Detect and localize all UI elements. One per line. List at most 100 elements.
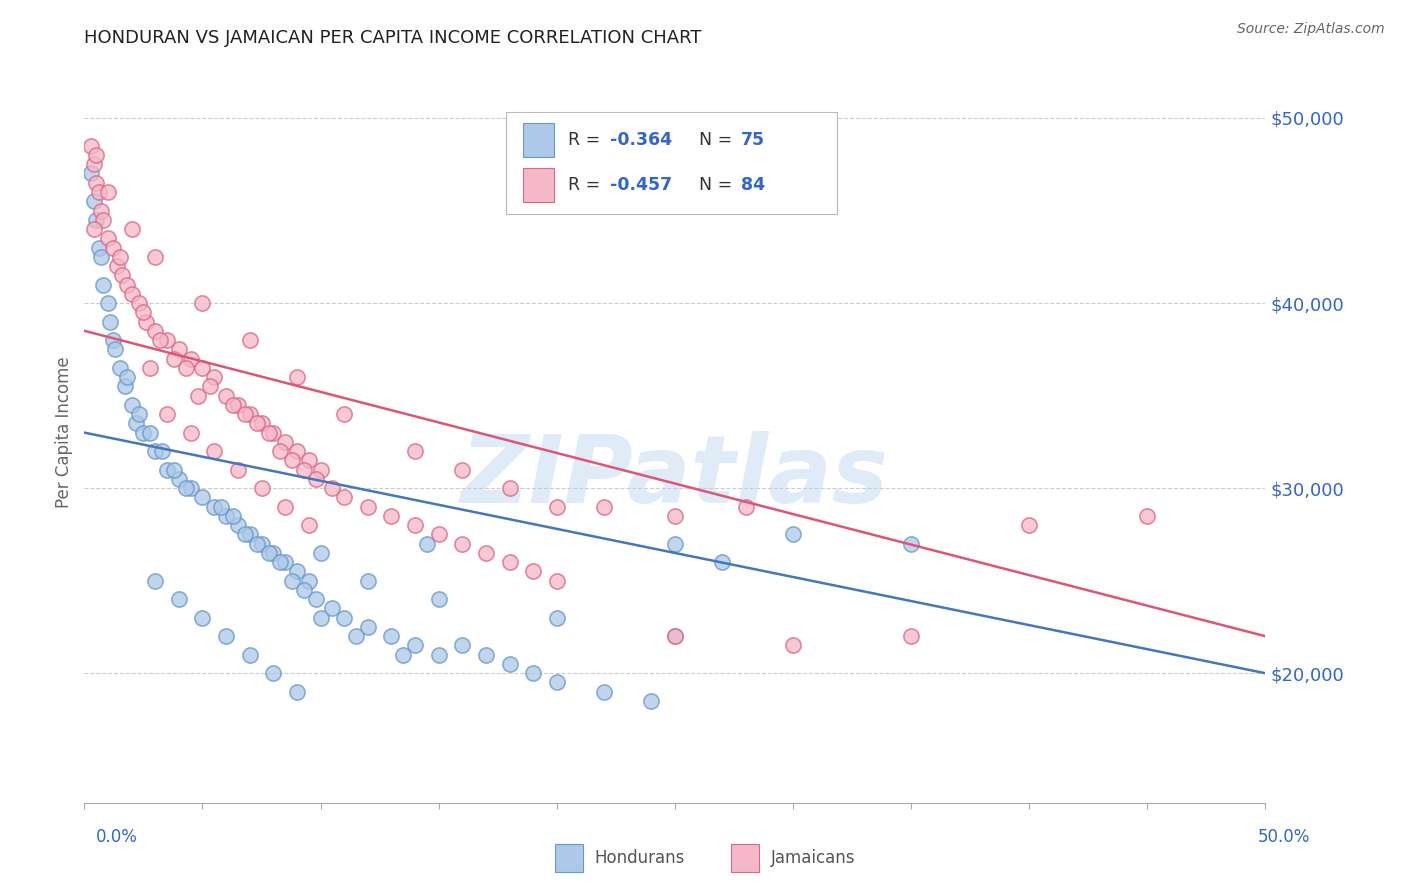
Point	[782, 527, 804, 541]
Point	[451, 639, 474, 653]
Point	[250, 481, 273, 495]
Point	[202, 500, 225, 514]
Point	[180, 351, 202, 366]
Point	[380, 629, 402, 643]
Point	[97, 185, 120, 199]
Point	[107, 259, 129, 273]
Point	[239, 648, 262, 662]
Text: -0.457: -0.457	[610, 176, 672, 194]
Point	[198, 379, 221, 393]
Point	[132, 425, 155, 440]
Point	[209, 500, 232, 514]
Point	[274, 555, 297, 569]
Point	[121, 286, 143, 301]
Point	[900, 536, 922, 550]
Point	[309, 462, 332, 476]
Point	[149, 333, 172, 347]
Point	[101, 240, 124, 255]
Point	[187, 388, 209, 402]
Point	[357, 620, 380, 634]
Point	[1018, 518, 1040, 533]
Point	[522, 565, 544, 579]
Point	[285, 685, 308, 699]
Point	[135, 314, 157, 328]
Point	[262, 425, 284, 440]
Point	[226, 462, 249, 476]
Point	[156, 462, 179, 476]
Point	[298, 453, 321, 467]
Point	[281, 574, 304, 588]
Point	[357, 574, 380, 588]
Text: 0.0%: 0.0%	[96, 828, 138, 846]
Text: Jamaicans: Jamaicans	[770, 849, 855, 867]
Point	[174, 481, 197, 495]
Point	[664, 629, 686, 643]
Point	[202, 444, 225, 458]
Text: N =: N =	[688, 131, 737, 149]
Text: R =: R =	[568, 131, 606, 149]
Point	[1136, 508, 1159, 523]
Text: Source: ZipAtlas.com: Source: ZipAtlas.com	[1237, 22, 1385, 37]
Point	[640, 694, 662, 708]
Point	[222, 508, 245, 523]
Y-axis label: Per Capita Income: Per Capita Income	[55, 357, 73, 508]
Point	[546, 675, 568, 690]
Text: 50.0%: 50.0%	[1258, 828, 1310, 846]
Point	[128, 296, 150, 310]
Point	[546, 610, 568, 624]
Point	[132, 305, 155, 319]
Point	[427, 648, 450, 662]
Point	[239, 527, 262, 541]
Point	[321, 601, 343, 615]
Point	[404, 444, 426, 458]
Point	[87, 185, 110, 199]
Point	[202, 370, 225, 384]
Text: HONDURAN VS JAMAICAN PER CAPITA INCOME CORRELATION CHART: HONDURAN VS JAMAICAN PER CAPITA INCOME C…	[84, 29, 702, 47]
Point	[392, 648, 415, 662]
Point	[84, 148, 107, 162]
Point	[84, 212, 107, 227]
Point	[87, 240, 110, 255]
Point	[180, 481, 202, 495]
Point	[250, 417, 273, 431]
Point	[108, 360, 131, 375]
Text: N =: N =	[688, 176, 737, 194]
Point	[285, 444, 308, 458]
Point	[416, 536, 439, 550]
Point	[91, 277, 114, 292]
Point	[191, 360, 214, 375]
Point	[298, 518, 321, 533]
Point	[309, 546, 332, 560]
Text: 84: 84	[741, 176, 765, 194]
Point	[115, 277, 138, 292]
Point	[344, 629, 367, 643]
Point	[427, 527, 450, 541]
Point	[215, 388, 238, 402]
Point	[90, 203, 112, 218]
Point	[128, 407, 150, 421]
Point	[83, 222, 105, 236]
Point	[191, 296, 214, 310]
Point	[163, 351, 186, 366]
Point	[498, 481, 520, 495]
Point	[222, 398, 245, 412]
Point	[83, 194, 105, 209]
Point	[274, 500, 297, 514]
Point	[734, 500, 756, 514]
Point	[546, 574, 568, 588]
Point	[239, 407, 262, 421]
Point	[143, 324, 166, 338]
Point	[321, 481, 343, 495]
Point	[333, 610, 356, 624]
Point	[121, 398, 143, 412]
Point	[191, 610, 214, 624]
Point	[167, 592, 190, 607]
Point	[174, 360, 197, 375]
Point	[163, 462, 186, 476]
Point	[498, 657, 520, 671]
Point	[239, 333, 262, 347]
Point	[108, 250, 131, 264]
Point	[97, 231, 120, 245]
Point	[333, 491, 356, 505]
Point	[782, 639, 804, 653]
